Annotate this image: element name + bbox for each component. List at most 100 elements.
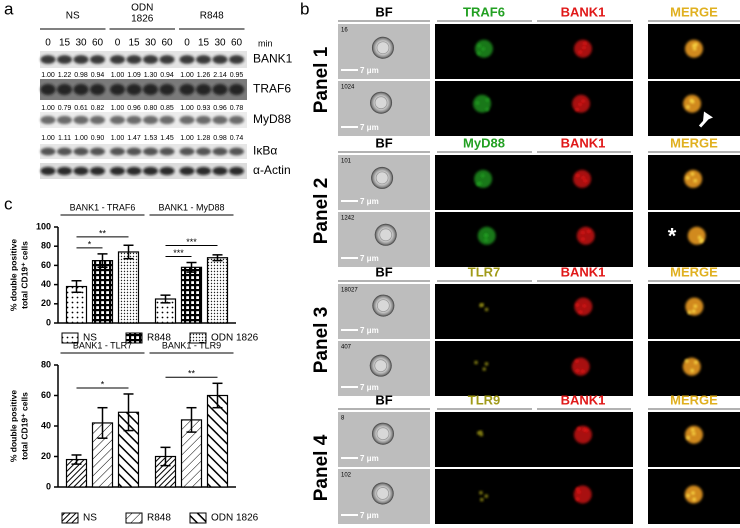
unit-label: min	[258, 38, 273, 48]
fluor-cell	[685, 297, 704, 316]
fluor-body	[684, 169, 703, 188]
y-axis-label: % double positive	[8, 239, 18, 312]
bf-cell	[371, 482, 394, 505]
category-label: BANK1 - TLR9	[162, 340, 221, 350]
fluor-spot	[475, 101, 480, 105]
fluor-spot	[477, 51, 481, 55]
legend-swatch	[189, 512, 207, 524]
quant-label: 0.98	[213, 135, 227, 142]
time-label: 60	[161, 38, 173, 49]
fluor-spot	[484, 494, 488, 498]
fluor-spot	[587, 229, 591, 233]
quant-label: 1.00	[111, 72, 125, 79]
cell-id: 1024	[341, 85, 355, 91]
scale-label: 7 μm	[360, 123, 379, 132]
quant-label: 1.00	[41, 105, 55, 112]
fluor-spot	[575, 303, 580, 307]
blot-band	[143, 147, 158, 156]
fluor-spot	[478, 181, 482, 186]
bf-cell	[371, 166, 394, 189]
bar	[206, 394, 229, 488]
fluor-cell	[474, 169, 493, 188]
cell-id: 407	[341, 345, 352, 351]
fluor-spot	[687, 310, 692, 315]
blot-band	[179, 55, 195, 64]
fluor-image	[435, 155, 633, 210]
fluor-spot	[691, 491, 695, 495]
quant-label: 1.09	[127, 72, 141, 79]
column-header: MERGE	[670, 392, 718, 407]
fluor-body	[573, 169, 592, 188]
fluor-spot	[481, 174, 485, 178]
blot-band	[73, 147, 89, 156]
blot-band	[159, 55, 175, 64]
fluor-spot	[578, 102, 582, 106]
fluor-cell	[684, 169, 703, 188]
error-bar	[186, 406, 197, 433]
error-bar	[71, 454, 82, 465]
blot-band	[229, 55, 244, 64]
scale-label: 7 μm	[360, 66, 379, 75]
column-header: MERGE	[670, 4, 718, 19]
blot-band	[196, 84, 211, 95]
column-header: TLR9	[468, 392, 501, 407]
fluor-cell	[684, 425, 703, 444]
y-tick-label: 20	[41, 451, 51, 461]
blot-band	[90, 147, 105, 156]
error-bar	[71, 280, 82, 294]
quant-label: 0.94	[91, 72, 105, 79]
fluor-spot	[698, 235, 702, 240]
blot-band	[40, 115, 56, 125]
fluor-body	[684, 485, 703, 504]
column-header: BANK1	[561, 135, 606, 150]
blot-band	[73, 166, 89, 176]
fluor-image	[435, 284, 633, 339]
time-label: 60	[231, 38, 243, 49]
quant-label: 1.26	[197, 72, 211, 79]
time-label: 0	[115, 38, 121, 49]
group-label: R848	[200, 11, 224, 22]
fluor-cell	[687, 226, 706, 245]
blot-band	[90, 55, 105, 64]
fluor-cell	[479, 491, 488, 502]
cell-id: 8	[341, 416, 345, 422]
panel-letter: c	[4, 194, 13, 213]
blot-band	[110, 147, 125, 156]
protein-label: α-Actin	[253, 163, 291, 177]
legend-label: NS	[83, 513, 97, 524]
blot-band	[73, 84, 89, 95]
fluor-spot	[485, 107, 489, 111]
fluor-spot	[691, 428, 695, 432]
fluor-spot	[479, 303, 483, 307]
blot-band	[196, 115, 211, 125]
fluor-image	[435, 412, 633, 467]
fluor-spot	[479, 430, 483, 434]
protein-label: BANK1	[253, 52, 293, 66]
fluor-cell	[576, 226, 595, 245]
legend-label: NS	[83, 333, 97, 344]
group-label: 1826	[131, 14, 154, 25]
fluor-cell	[474, 39, 493, 58]
y-axis-label: total CD19⁺ cells	[19, 392, 29, 460]
fluor-spot	[693, 304, 697, 308]
bf-cell	[372, 294, 395, 317]
fluor-spot	[693, 179, 697, 183]
blot-band	[159, 115, 175, 125]
blot-band	[196, 55, 211, 64]
scale-label: 7 μm	[360, 383, 379, 392]
fluor-spot	[700, 238, 704, 242]
fluor-spot	[576, 173, 580, 178]
bf-cell	[374, 223, 397, 246]
scale-label: 7 μm	[360, 254, 379, 263]
panel-name: Panel 1	[311, 46, 332, 113]
quant-label: 1.22	[58, 72, 72, 79]
fluor-cell	[479, 303, 489, 312]
blot-band	[57, 147, 72, 156]
fluor-spot	[692, 432, 696, 436]
error-bar	[123, 393, 134, 432]
cell-id: 1242	[341, 216, 355, 222]
blot-band	[229, 84, 244, 95]
column-header: BF	[375, 392, 392, 407]
bf-nucleus	[374, 359, 388, 373]
